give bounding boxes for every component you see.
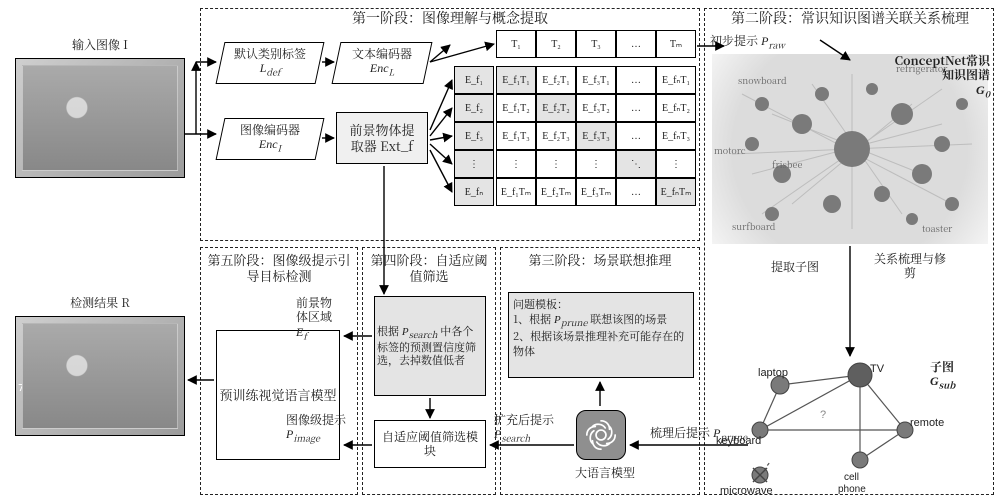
ldef-block: 默认类别标签Ldef xyxy=(216,42,325,84)
p-raw-label: 初步提示 Praw xyxy=(710,34,830,51)
stage4-module: 自适应阈值筛选模块 xyxy=(374,420,486,468)
ef-label: 前景物体区域Ef xyxy=(296,296,376,342)
llm-label: 大语言模型 xyxy=(560,466,650,480)
pprune-label: 梳理后提示 Pprune xyxy=(650,426,770,443)
output-image-label: 检测结果 R xyxy=(35,296,165,310)
stage1-title: 第一阶段：图像理解与概念提取 xyxy=(300,10,600,27)
prune-label: 关系梳理与修剪 xyxy=(870,252,950,281)
output-image: 72 73 76 74 xyxy=(15,316,185,436)
encL-block: 文本编码器EncL xyxy=(332,42,433,84)
stage3-title: 第三阶段：场景联想推理 xyxy=(504,252,696,268)
E-header: E_f₁ E_f₂ E_f₃ ⋮ E_fₙ xyxy=(454,66,494,206)
pimage-label: 图像级提示Pimage xyxy=(286,413,374,445)
stage4-title: 第四阶段：自适应阈值筛选 xyxy=(366,252,492,283)
input-image-label: 输入图像 I xyxy=(35,38,165,52)
extf-block: 前景物体提取器 Ext_f xyxy=(336,112,428,164)
question-template: 问题模板： 1、根据 Pprune 联想该图的场景 2、根据该场景推理补充可能存… xyxy=(508,292,694,378)
extract-label: 提取子图 xyxy=(760,260,830,274)
T-header: T₁ T₂ T₃ … Tₘ xyxy=(496,30,696,58)
subgraph-title: 子图Gsub xyxy=(930,360,990,392)
stage5-title: 第五阶段：图像级提示引导目标检测 xyxy=(204,252,354,283)
input-image xyxy=(15,58,185,178)
similarity-matrix: E_f₁T₁E_f₂T₁E_f₃T₁…E_fₙT₁ E_f₁T₂E_f₂T₂E_… xyxy=(496,66,696,206)
stage2-title: 第二阶段：常识知识图谱关联关系梳理 xyxy=(710,10,990,27)
encI-block: 图像编码器EncI xyxy=(216,118,325,160)
psearch-label: 扩充后提示Psearch xyxy=(494,413,584,445)
conceptnet-title: ConceptNet常识知识图谱G0 xyxy=(886,54,990,100)
stage4-desc: 根据 Psearch 中各个标签的预测置信度筛选，去掉数值低者 xyxy=(374,296,486,396)
